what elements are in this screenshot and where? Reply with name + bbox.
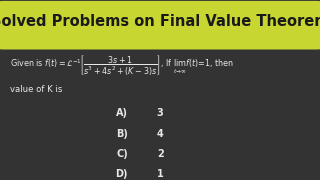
Text: D): D) bbox=[116, 169, 128, 179]
Text: A): A) bbox=[116, 108, 128, 118]
Text: Given is $f(t) = \mathcal{L}^{-1}\!\left[\dfrac{3s+1}{s^3+4s^2+(K-3)s}\right]$, : Given is $f(t) = \mathcal{L}^{-1}\!\left… bbox=[10, 53, 234, 77]
Text: value of K is: value of K is bbox=[10, 85, 62, 94]
Text: Solved Problems on Final Value Theorem: Solved Problems on Final Value Theorem bbox=[0, 14, 320, 29]
Text: C): C) bbox=[116, 149, 128, 159]
Text: B): B) bbox=[116, 129, 128, 139]
Text: 2: 2 bbox=[157, 149, 164, 159]
FancyBboxPatch shape bbox=[0, 1, 320, 50]
Text: 3: 3 bbox=[157, 108, 164, 118]
Text: 4: 4 bbox=[157, 129, 164, 139]
Text: 1: 1 bbox=[157, 169, 164, 179]
